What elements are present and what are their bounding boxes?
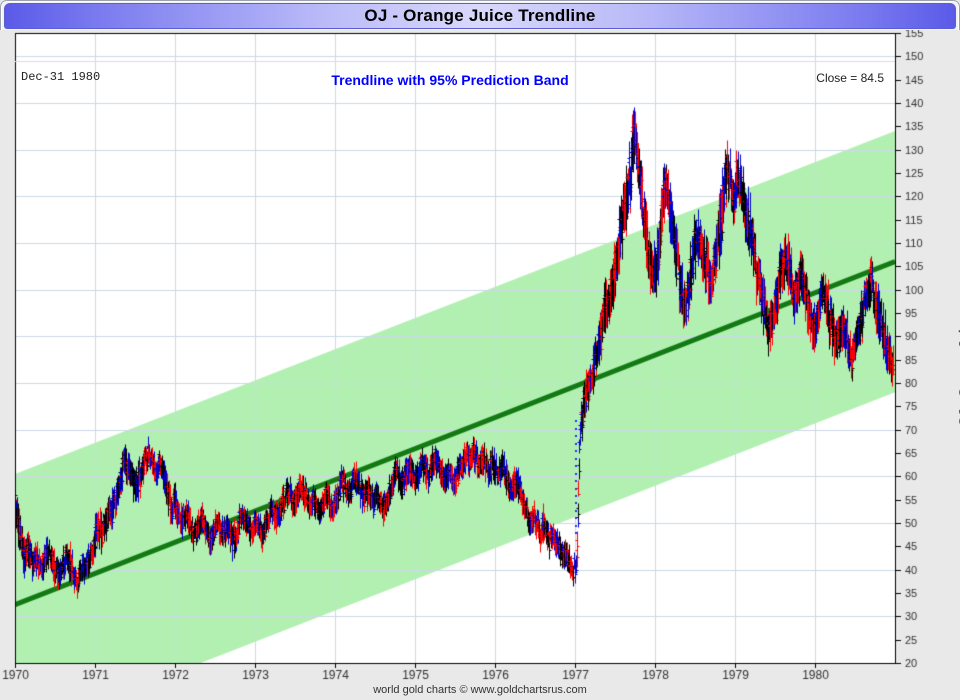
price-chart-canvas[interactable] (0, 30, 960, 700)
window-title-bar: OJ - Orange Juice Trendline (4, 3, 956, 29)
page-title: OJ - Orange Juice Trendline (364, 6, 596, 25)
chart-area: Dec-31 1980 Trendline with 95% Predictio… (0, 30, 960, 700)
